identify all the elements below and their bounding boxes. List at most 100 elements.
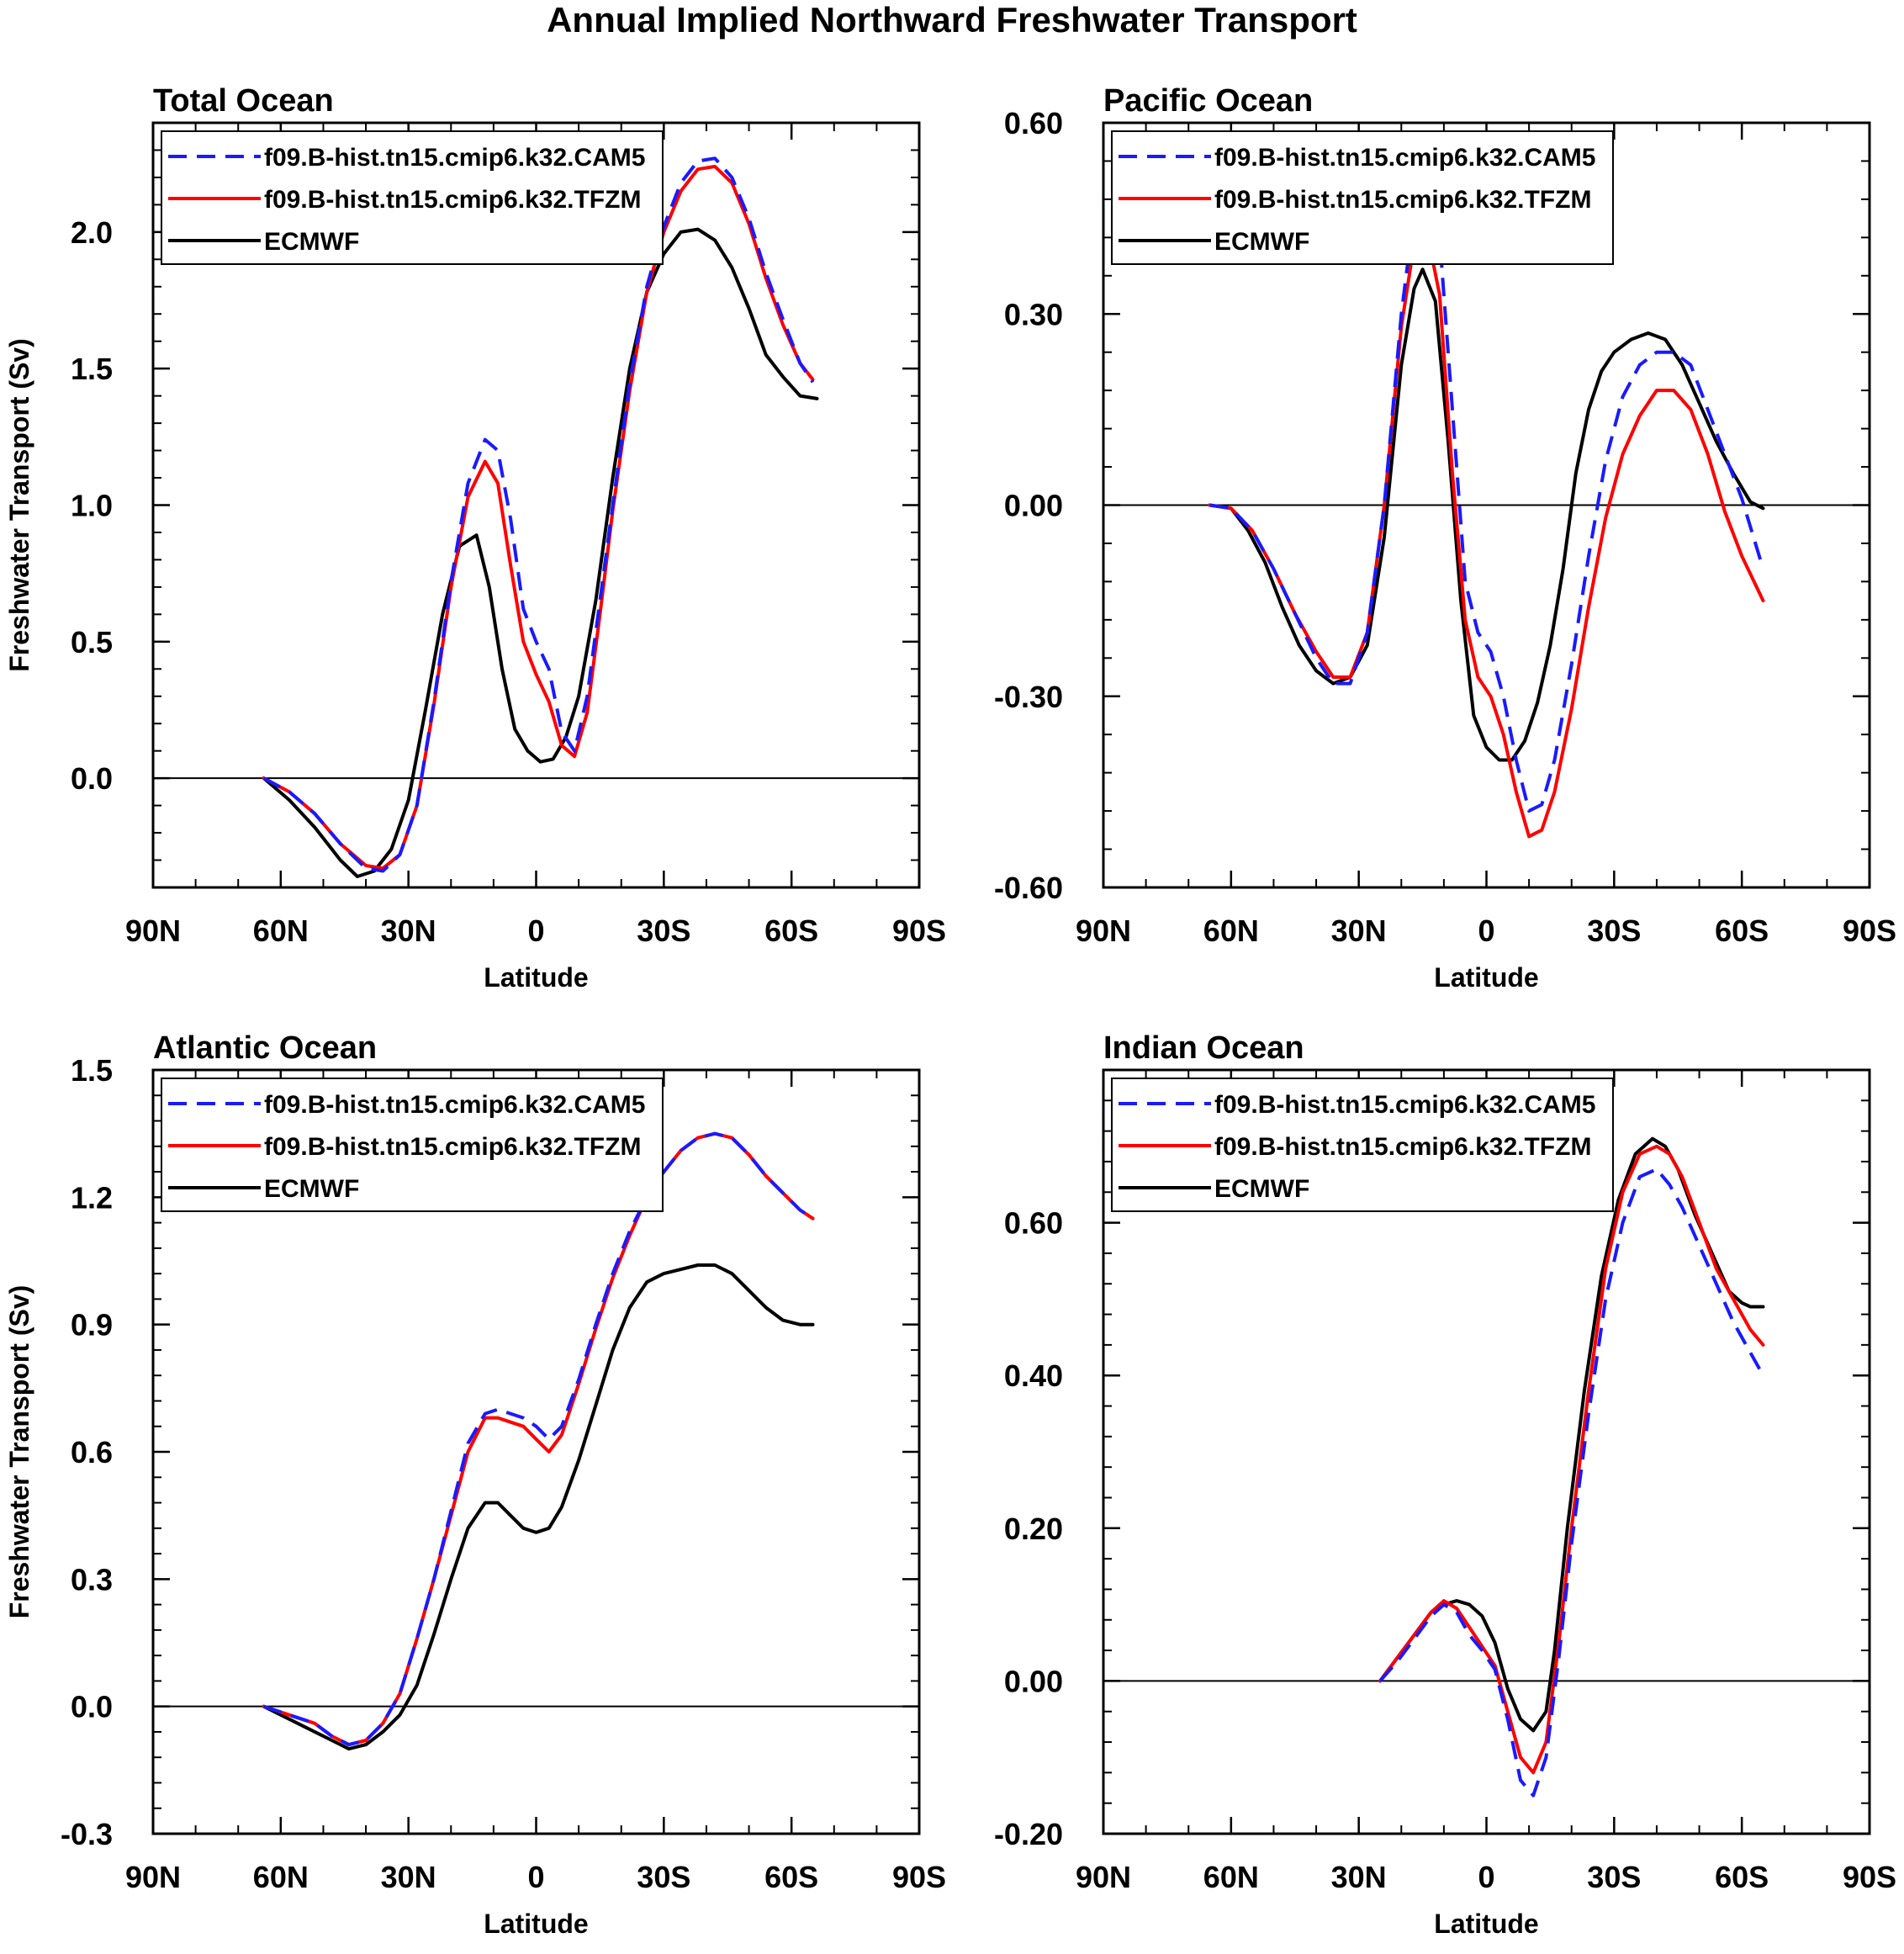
series-line-tfzm	[1378, 1144, 1765, 1775]
y-tick-label: 0.60	[1004, 106, 1063, 140]
legend-label: ECMWF	[264, 1175, 359, 1203]
x-tick-label: 60S	[1715, 913, 1769, 948]
x-tick-label: 30S	[637, 1860, 690, 1894]
x-tick-label: 30S	[1587, 1860, 1641, 1894]
series-line-tfzm	[1208, 229, 1765, 839]
y-tick-label: 0.5	[71, 625, 113, 659]
x-tick-label: 60N	[1203, 913, 1259, 948]
plot-frame	[151, 1068, 921, 1835]
legend-label: ECMWF	[264, 228, 359, 256]
legend: f09.B-hist.tn15.cmip6.k32.CAM5 f09.B-hist…	[1111, 130, 1614, 265]
x-tick-label: 30S	[1587, 913, 1641, 948]
legend-label: f09.B-hist.tn15.cmip6.k32.TFZM	[264, 186, 641, 214]
series-line-cam5	[1209, 191, 1765, 813]
panel-title: Total Ocean	[153, 83, 334, 119]
x-tick-label: 60N	[253, 913, 309, 948]
legend: f09.B-hist.tn15.cmip6.k32.CAM5 f09.B-hist…	[161, 1078, 664, 1212]
series-group	[1378, 1136, 1765, 1798]
x-tick-label: 60N	[1203, 1860, 1259, 1894]
figure-title: Annual Implied Northward Freshwater Tran…	[547, 0, 1357, 40]
x-tick-label: 0	[1478, 913, 1494, 948]
y-tick-label: -0.30	[994, 680, 1063, 714]
legend-label: f09.B-hist.tn15.cmip6.k32.CAM5	[1214, 144, 1595, 172]
legend-label: f09.B-hist.tn15.cmip6.k32.TFZM	[264, 1133, 641, 1161]
series-line-ecmwf	[1378, 1136, 1765, 1733]
plot-frame	[151, 121, 921, 889]
y-tick-label: 1.5	[71, 352, 113, 386]
y-tick-label: 1.5	[71, 1053, 113, 1088]
legend-label: f09.B-hist.tn15.cmip6.k32.CAM5	[264, 144, 645, 172]
series-line-tfzm	[262, 164, 815, 871]
series-line-tfzm	[262, 1131, 815, 1747]
legend-label: f09.B-hist.tn15.cmip6.k32.TFZM	[1214, 186, 1591, 214]
x-tick-label: 60S	[764, 1860, 818, 1894]
panel-title: Pacific Ocean	[1103, 83, 1313, 119]
x-tick-label: 30S	[637, 913, 690, 948]
x-tick-label: 90S	[892, 1860, 946, 1894]
x-tick-label: 30N	[1331, 913, 1387, 948]
legend-label: f09.B-hist.tn15.cmip6.k32.CAM5	[264, 1091, 645, 1119]
series-group	[1208, 191, 1765, 839]
x-tick-label: 60S	[764, 913, 818, 948]
plot-frame	[1102, 1068, 1871, 1835]
x-axis-label: Latitude	[484, 1909, 588, 1939]
x-tick-label: 90N	[125, 1860, 181, 1894]
x-tick-label: 0	[527, 1860, 544, 1894]
y-tick-label: 0.60	[1004, 1206, 1063, 1241]
x-tick-label: 90S	[1843, 1860, 1896, 1894]
y-tick-label: 0.40	[1004, 1358, 1063, 1393]
panel-title: Indian Ocean	[1103, 1030, 1304, 1066]
y-tick-label: 0.6	[71, 1435, 113, 1469]
x-tick-label: 30N	[1331, 1860, 1387, 1894]
y-tick-label: 2.0	[71, 215, 113, 250]
series-line-ecmwf	[262, 227, 819, 878]
series-line-ecmwf	[1208, 267, 1765, 762]
y-axis-label: Freshwater Transport (Sv)	[4, 1285, 34, 1619]
x-tick-label: 90N	[1076, 913, 1131, 948]
y-axis-label: Freshwater Transport (Sv)	[4, 338, 34, 672]
x-tick-label: 90S	[1843, 913, 1896, 948]
y-tick-label: 1.0	[71, 489, 113, 523]
x-axis-label: Latitude	[1434, 1909, 1538, 1939]
series-line-cam5	[262, 1131, 814, 1747]
x-tick-label: 0	[527, 913, 544, 948]
x-tick-label: 30N	[381, 913, 436, 948]
y-tick-label: 0.3	[71, 1562, 113, 1597]
y-tick-label: 0.0	[71, 761, 113, 796]
chart-panel-3: Atlantic Ocean -0.3 0.0 0.3 0.6 0.9 1.2 1.5 90N 6…	[4, 1030, 946, 1939]
plot-frame	[1102, 121, 1871, 889]
x-tick-label: 60N	[253, 1860, 309, 1894]
panel-title: Atlantic Ocean	[153, 1030, 377, 1066]
x-tick-label: 90N	[1076, 1860, 1131, 1894]
y-tick-label: 0.00	[1004, 489, 1063, 523]
legend-label: ECMWF	[1214, 228, 1309, 256]
y-tick-label: -0.20	[994, 1817, 1063, 1851]
x-axis-label: Latitude	[484, 962, 588, 993]
legend-label: ECMWF	[1214, 1175, 1309, 1203]
chart-panel-4: Indian Ocean -0.20 0.00 0.20 0.40 0.60 90N 60N 3…	[994, 1030, 1896, 1939]
y-tick-label: 0.00	[1004, 1664, 1063, 1698]
y-tick-label: 0.9	[71, 1308, 113, 1342]
legend: f09.B-hist.tn15.cmip6.k32.CAM5 f09.B-hist…	[161, 130, 664, 265]
legend: f09.B-hist.tn15.cmip6.k32.CAM5 f09.B-hist…	[1111, 1078, 1614, 1212]
y-tick-label: 1.2	[71, 1180, 113, 1215]
legend-label: f09.B-hist.tn15.cmip6.k32.TFZM	[1214, 1133, 1591, 1161]
panels: Total Ocean 0.0 0.5 1.0 1.5 2.0 90N 60N 30N 0 30S 6…	[4, 83, 1896, 1939]
y-tick-label: 0.20	[1004, 1512, 1063, 1546]
x-tick-label: 30N	[381, 1860, 436, 1894]
x-tick-label: 0	[1478, 1860, 1494, 1894]
legend-label: f09.B-hist.tn15.cmip6.k32.CAM5	[1214, 1091, 1595, 1119]
x-tick-label: 90N	[125, 913, 181, 948]
series-group	[262, 156, 819, 878]
y-tick-label: -0.60	[994, 871, 1063, 905]
chart-panel-2: Pacific Ocean -0.60 -0.30 0.00 0.30 0.60 90N 60…	[994, 83, 1896, 993]
x-axis-label: Latitude	[1434, 962, 1538, 993]
y-tick-label: -0.3	[61, 1817, 113, 1851]
series-group	[262, 1131, 815, 1751]
series-line-ecmwf	[262, 1263, 815, 1751]
y-tick-label: 0.0	[71, 1690, 113, 1724]
y-tick-label: 0.30	[1004, 297, 1063, 331]
chart-panel-1: Total Ocean 0.0 0.5 1.0 1.5 2.0 90N 60N 30N 0 30S 6…	[4, 83, 946, 993]
series-line-cam5	[1378, 1168, 1765, 1798]
